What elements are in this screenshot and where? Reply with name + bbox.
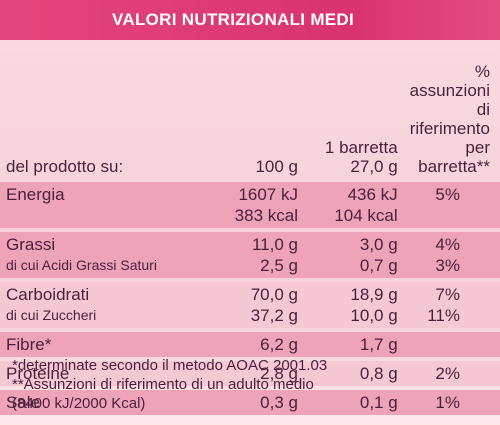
nutrient-row: Proteine 2,8 g 0,8 g 2% xyxy=(0,361,500,386)
cell: Fibre* xyxy=(0,332,209,357)
cell: 0,3 g xyxy=(208,390,304,415)
cell: 4% 3% xyxy=(403,232,500,278)
nutrient-name: Proteine xyxy=(6,364,70,383)
cell-value: 1,7 g xyxy=(359,335,398,354)
cell: 6,2 g xyxy=(208,332,304,357)
column-header: % assunzioni di riferimento per barretta** xyxy=(404,60,500,178)
cell: 1,7 g xyxy=(303,332,404,357)
nutrient-name: Fibre* xyxy=(6,335,52,354)
cell-value: 4% xyxy=(435,235,460,254)
footnote: (8400 kJ/2000 Kcal) xyxy=(12,395,146,412)
nutrient-row: Grassi di cui Acidi Grassi Saturi 11,0 g 2,… xyxy=(0,232,500,278)
header-text: % assunzioni xyxy=(409,62,490,100)
cell-value: 11% xyxy=(427,306,460,325)
header-text: 100 g xyxy=(255,157,298,176)
nutrient-name: Energia xyxy=(6,185,65,204)
cell-value: 37,2 g xyxy=(250,306,298,325)
cell-value: 10,0 g xyxy=(350,306,398,325)
cell-value: 383 kcal xyxy=(234,206,298,225)
cell-value: 0,7 g xyxy=(359,256,398,275)
column-header: 1 barretta 27,0 g xyxy=(304,60,404,178)
cell-value: 6,2 g xyxy=(260,335,298,354)
cell-value: 2,5 g xyxy=(260,256,298,275)
cell: Carboidrati di cui Zuccheri xyxy=(0,282,209,328)
cell-value: 18,9 g xyxy=(350,285,398,304)
cell-value: 104 kcal xyxy=(334,206,398,225)
cell: 18,9 g 10,0 g xyxy=(303,282,404,328)
footnotes: *determinate secondo il metodo AOAC 2001… xyxy=(12,356,327,413)
cell-value: 7% xyxy=(435,285,460,304)
cell-value: 11,0 g xyxy=(251,235,298,254)
cell-value: 2% xyxy=(435,364,460,383)
cell: 0,8 g xyxy=(303,361,404,386)
cell-value: 5% xyxy=(435,185,460,204)
cell: 5% xyxy=(403,182,500,228)
cell: 11,0 g 2,5 g xyxy=(208,232,304,278)
cell-value: 436 kJ xyxy=(347,185,398,204)
header-text: 1 barretta xyxy=(324,138,398,157)
nutrient-name: Sale xyxy=(6,393,41,412)
nutrient-row: Carboidrati di cui Zuccheri 70,0 g 37,2 g 18… xyxy=(0,282,500,328)
header-text: del prodotto su: xyxy=(6,157,124,176)
cell-value: 0,8 g xyxy=(359,364,398,383)
cell: 70,0 g 37,2 g xyxy=(208,282,304,328)
header-text: per barretta** xyxy=(418,138,490,176)
nutrient-name: Grassi xyxy=(6,235,56,254)
cell: 7% 11% xyxy=(403,282,500,328)
cell: 3,0 g 0,7 g xyxy=(303,232,404,278)
nutrient-row: Fibre* 6,2 g 1,7 g xyxy=(0,332,500,357)
cell-value: 0,1 g xyxy=(359,393,398,412)
cell-value: 2,8 g xyxy=(260,364,298,383)
nutrient-row: Sale 0,3 g 0,1 g 1% xyxy=(0,390,500,415)
cell: Energia xyxy=(0,182,209,228)
cell: 436 kJ 104 kcal xyxy=(303,182,404,228)
cell: Sale xyxy=(0,390,209,415)
cell: Grassi di cui Acidi Grassi Saturi xyxy=(0,232,209,278)
cell: 1% xyxy=(403,390,500,415)
nutrient-name: di cui Acidi Grassi Saturi xyxy=(6,257,157,273)
cell xyxy=(403,332,500,357)
cell-value: 0,3 g xyxy=(260,393,298,412)
nutrient-name: di cui Zuccheri xyxy=(6,307,97,323)
cell: 2% xyxy=(403,361,500,386)
nutrient-row: Energia 1607 kJ 383 kcal 436 kJ 104 kcal 5% xyxy=(0,182,500,228)
column-header: 100 g xyxy=(208,60,304,178)
cell: 0,1 g xyxy=(303,390,404,415)
header-text: 27,0 g xyxy=(350,157,398,176)
cell: 2,8 g xyxy=(208,361,304,386)
footnote: **Assunzioni di riferimento di un adulto… xyxy=(12,376,314,393)
header-text: di riferimento xyxy=(409,100,490,138)
label-title: VALORI NUTRIZIONALI MEDI xyxy=(0,0,500,40)
cell-value: 3% xyxy=(435,256,460,275)
cell-value: 70,0 g xyxy=(250,285,298,304)
cell-value: 3,0 g xyxy=(359,235,398,254)
cell-value: 1% xyxy=(435,393,460,412)
cell: 1607 kJ 383 kcal xyxy=(208,182,304,228)
cell-value: 1607 kJ xyxy=(238,185,298,204)
nutrient-name: Carboidrati xyxy=(6,285,90,304)
footnote: *determinate secondo il metodo AOAC 2001… xyxy=(12,357,328,374)
column-header: del prodotto su: xyxy=(0,60,208,178)
cell: Proteine xyxy=(0,361,209,386)
